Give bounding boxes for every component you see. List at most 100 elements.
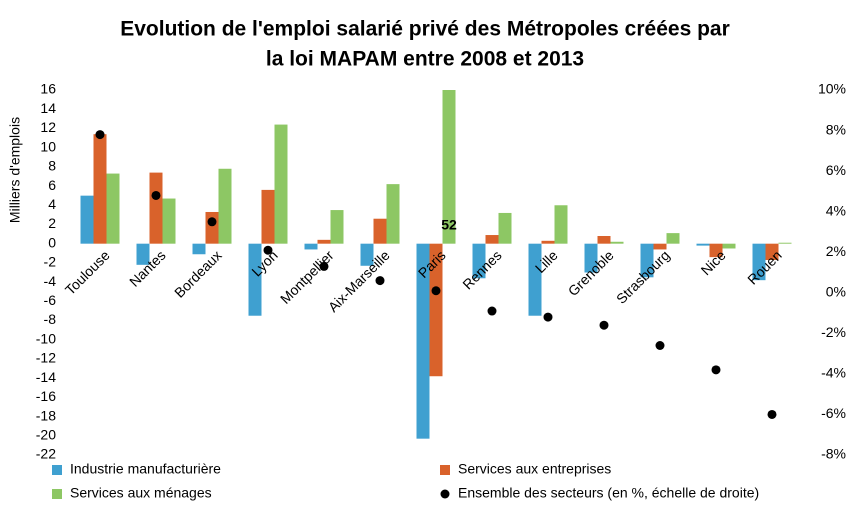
plot-area (80, 90, 792, 439)
y-tick-label: -22 (36, 446, 56, 462)
chart-title: Evolution de l'emploi salarié privé des … (120, 18, 730, 41)
bar (192, 243, 206, 255)
legend-label: Ensemble des secteurs (en %, échelle de … (458, 485, 759, 501)
y2-tick-label: -6% (821, 405, 846, 421)
x-tick-label: Toulouse (62, 247, 113, 298)
y-tick-label: -14 (36, 369, 56, 385)
y-tick-label: -16 (36, 388, 56, 404)
bar (136, 243, 150, 265)
y2-tick-label: 10% (818, 81, 846, 97)
bar (106, 173, 120, 244)
scatter-point (263, 245, 273, 255)
scatter-point (207, 217, 217, 227)
bar (498, 212, 512, 244)
y-tick-label: 4 (48, 196, 56, 212)
bar (765, 243, 779, 261)
bar (610, 241, 624, 244)
bar (696, 243, 710, 246)
y2-tick-label: -8% (821, 446, 846, 462)
scatter-point (599, 320, 609, 330)
y2-tick-label: -4% (821, 365, 846, 381)
y-tick-label: -4 (44, 273, 57, 289)
bar (472, 243, 486, 279)
legend-marker (52, 465, 62, 475)
scatter-point (711, 365, 721, 375)
y-tick-label: -2 (44, 254, 57, 270)
legend-label: Industrie manufacturière (70, 461, 221, 477)
bar (442, 90, 456, 244)
y2-tick-label: 2% (826, 243, 846, 259)
bar (653, 243, 667, 250)
y-tick-label: 6 (48, 177, 56, 193)
bar (416, 243, 430, 439)
y-tick-label: 10 (40, 138, 56, 154)
bar (248, 243, 262, 316)
y-tick-label: -20 (36, 426, 56, 442)
scatter-point (767, 409, 777, 419)
bar (541, 240, 555, 244)
x-tick-label: Montpellier (277, 247, 337, 307)
y-tick-label: 2 (48, 215, 56, 231)
legend-label: Services aux ménages (70, 485, 212, 501)
bar (162, 198, 176, 244)
bar (360, 243, 374, 266)
y-tick-label: -12 (36, 350, 56, 366)
legend-label: Services aux entreprises (458, 461, 611, 477)
bar (373, 218, 387, 244)
scatter-point (151, 190, 161, 200)
bar (218, 168, 232, 244)
scatter-point (375, 276, 385, 286)
x-tick-label: Nice (698, 247, 729, 278)
bar (429, 243, 443, 377)
bar (528, 243, 542, 316)
y-tick-label: -10 (36, 330, 56, 346)
scatter-point (95, 130, 105, 140)
y-tick-label: 0 (48, 234, 56, 250)
scatter-point (431, 286, 441, 296)
bar (554, 205, 568, 244)
y-axis-title: Milliers d'emplois (7, 117, 23, 223)
bar (386, 184, 400, 244)
scatter-point (655, 341, 665, 350)
y2-tick-label: 4% (826, 202, 846, 218)
bar (752, 243, 766, 281)
bar (149, 172, 163, 244)
bar (640, 243, 654, 278)
bar (80, 195, 94, 244)
bar (330, 210, 344, 244)
x-tick-label: Bordeaux (171, 247, 225, 301)
bar (274, 124, 288, 244)
y2-tick-label: 0% (826, 283, 846, 299)
bar (205, 211, 219, 244)
bar (709, 243, 723, 258)
y-tick-label: 12 (40, 119, 56, 135)
scatter-point (543, 312, 553, 322)
y-tick-label: 8 (48, 158, 56, 174)
legend-marker (440, 489, 450, 499)
y2-tick-label: -2% (821, 324, 846, 340)
scatter-point (319, 261, 329, 271)
y2-tick-label: 6% (826, 162, 846, 178)
bar (93, 134, 107, 244)
y-tick-label: -18 (36, 407, 56, 423)
bar (317, 239, 331, 244)
y-tick-label: -8 (44, 311, 57, 327)
y2-tick-label: 8% (826, 121, 846, 137)
bar (584, 243, 598, 273)
bar (261, 189, 275, 244)
chart-title: la loi MAPAM entre 2008 et 2013 (266, 48, 584, 71)
bar (597, 236, 611, 244)
bar (304, 243, 318, 250)
scatter-point (487, 306, 497, 316)
y-tick-label: 14 (40, 100, 56, 116)
bar (722, 243, 736, 249)
legend-marker (52, 489, 62, 499)
data-label: 52 (441, 217, 457, 233)
y-tick-label: -6 (44, 292, 57, 308)
bar (666, 233, 680, 244)
bar (485, 235, 499, 244)
bar (778, 242, 792, 244)
legend-marker (440, 465, 450, 475)
y-tick-label: 16 (40, 81, 56, 97)
